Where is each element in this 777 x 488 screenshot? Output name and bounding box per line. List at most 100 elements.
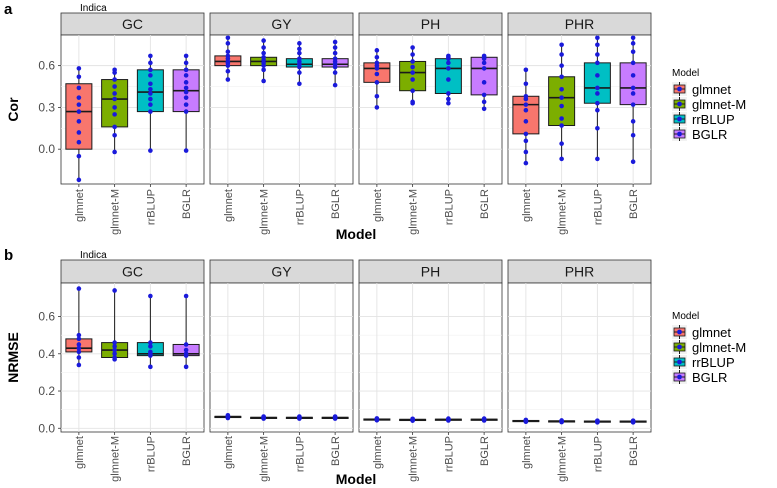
legend-item-glmnet: glmnet	[672, 325, 731, 340]
data-point	[112, 67, 117, 73]
data-point	[225, 35, 231, 41]
facet-strip-label: GY	[271, 16, 292, 32]
data-point	[225, 77, 231, 82]
data-point	[374, 105, 380, 110]
data-point	[481, 80, 487, 85]
data-point	[523, 417, 529, 423]
y-tick-label: 0.3	[38, 100, 55, 114]
x-axis-title: Model	[336, 226, 376, 242]
legend-item-glmnet-m: glmnet-M	[672, 97, 746, 112]
x-tick-label: rrBLUP	[592, 189, 604, 225]
x-tick-label: BGLR	[628, 436, 640, 466]
facet-strip-label: PH	[421, 16, 440, 32]
data-point	[559, 63, 564, 68]
box-glmnet-m	[399, 45, 427, 106]
data-point	[481, 99, 487, 105]
data-point	[595, 156, 600, 162]
data-point	[148, 293, 153, 299]
x-tick-label: glmnet-M	[110, 189, 122, 235]
legend-label: rrBLUP	[692, 355, 735, 370]
box-rect	[65, 83, 93, 150]
data-point	[630, 119, 636, 124]
data-point	[332, 414, 338, 419]
box-rrblup	[434, 53, 462, 106]
data-point	[374, 80, 380, 85]
data-point	[183, 80, 189, 85]
data-point	[261, 67, 266, 73]
y-tick-label: 0.0	[38, 142, 55, 156]
box-bglr	[321, 39, 349, 88]
data-point	[559, 418, 564, 423]
box-glmnet-m	[101, 288, 129, 362]
box-glmnet-m	[250, 38, 278, 84]
x-tick-label: glmnet	[372, 436, 384, 469]
legend-label: rrBLUP	[692, 112, 735, 127]
x-tick-label: glmnet	[372, 189, 384, 222]
data-point	[261, 414, 266, 419]
box-glmnet-m	[548, 418, 576, 425]
data-point	[112, 355, 117, 360]
data-point	[446, 53, 451, 59]
facet-plot-area	[507, 282, 652, 433]
box-glmnet	[363, 416, 391, 423]
data-point	[595, 85, 600, 91]
data-point	[112, 112, 117, 117]
facet-gc: GC glmnet glmnet-M rrBLUP BGLR	[60, 12, 205, 235]
data-point	[410, 59, 415, 64]
data-point	[595, 91, 600, 96]
data-point	[76, 139, 82, 145]
data-point	[559, 95, 564, 100]
data-point	[183, 67, 189, 73]
data-point	[225, 53, 231, 59]
data-point	[595, 60, 600, 66]
data-point	[630, 35, 636, 41]
box-rrblup	[434, 416, 462, 423]
data-point	[374, 60, 380, 66]
data-point	[148, 67, 153, 73]
y-axis-title: NRMSE	[5, 332, 21, 383]
data-point	[148, 344, 153, 349]
legend-title: Model	[672, 311, 699, 322]
legend-item-glmnet: glmnet	[672, 82, 731, 97]
data-point	[112, 347, 117, 353]
data-point	[183, 73, 189, 78]
data-point	[559, 116, 564, 121]
data-point	[297, 41, 302, 46]
data-point	[183, 53, 189, 59]
box-glmnet-m	[548, 42, 576, 162]
box-glmnet-m	[399, 416, 427, 423]
box-glmnet	[65, 286, 93, 368]
data-point	[332, 70, 338, 75]
data-point	[410, 77, 415, 82]
data-point	[595, 100, 600, 106]
legend-item-bglr: BGLR	[672, 370, 727, 385]
data-point	[76, 332, 82, 338]
data-point	[446, 77, 451, 82]
data-point	[446, 100, 451, 106]
data-point	[183, 347, 189, 353]
data-point	[76, 355, 82, 360]
data-point	[112, 124, 117, 130]
data-point	[410, 88, 415, 94]
data-point	[630, 132, 636, 138]
data-point	[225, 49, 231, 55]
data-point	[523, 107, 529, 113]
data-point	[446, 416, 451, 421]
data-point	[148, 102, 153, 107]
data-point	[595, 73, 600, 78]
facet-ph: PH glmnet glmnet-M rrBLUP BGLR	[358, 259, 503, 482]
group-title: Indica	[80, 3, 107, 14]
x-tick-label: glmnet-M	[408, 189, 420, 235]
x-tick-label: rrBLUP	[443, 436, 455, 472]
panel-letter: b	[4, 247, 13, 264]
x-tick-label: glmnet	[223, 436, 235, 469]
facet-gy: GY glmnet glmnet-M rrBLUP BGLR	[209, 12, 354, 235]
data-point	[148, 53, 153, 59]
box-bglr	[321, 414, 349, 421]
data-point	[446, 91, 451, 96]
box-glmnet-m	[250, 414, 278, 421]
y-tick-label: 0.2	[38, 384, 55, 398]
facet-plot-area	[209, 282, 354, 433]
